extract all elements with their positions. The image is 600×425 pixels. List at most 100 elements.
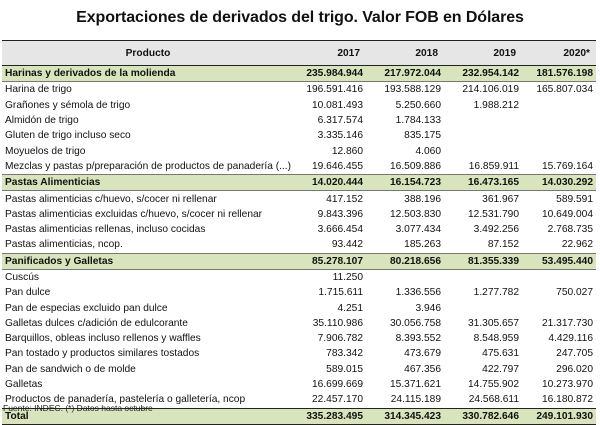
- value-2017-cell: 1.715.611: [318, 287, 363, 299]
- value-2018-cell: 388.196: [404, 193, 441, 205]
- value-2017-cell: 9.843.396: [317, 208, 363, 220]
- table-row: Pastas alimenticias excluidas c/huevo, s…: [2, 207, 596, 222]
- value-2019-cell: [444, 143, 522, 158]
- value-2018-cell: [366, 269, 444, 285]
- value-2017-cell: 196.591.416: [306, 84, 363, 96]
- table-row: Pan de especias excluido pan dulce 4.251 3…: [2, 300, 596, 315]
- value-2019-cell: 14.755.902: [468, 379, 519, 391]
- value-2017-cell: 589.015: [326, 363, 363, 375]
- value-2018-cell: 30.056.758: [390, 317, 441, 329]
- value-2020-cell: 4.429.116: [548, 333, 593, 345]
- value-2017-cell: 10.081.493: [312, 99, 363, 111]
- value-2018-cell: 12.503.830: [390, 208, 441, 220]
- product-cell: Pan tostado y productos similares tostad…: [5, 348, 200, 360]
- value-2019-cell: 31.305.657: [468, 317, 519, 329]
- table-row: Grañones y sémola de trigo 10.081.493 5.25…: [2, 98, 596, 113]
- value-2020-cell: 165.807.034: [536, 84, 593, 96]
- column-header-2020: 2020*: [522, 40, 596, 66]
- table-header-row: Producto 2017 2018 2019 2020*: [2, 40, 596, 66]
- value-2018-cell: 16.154.723: [366, 174, 444, 192]
- group-row: Pastas Alimenticias 14.020.444 16.154.723 1…: [2, 174, 596, 192]
- value-2018-cell: 16.509.886: [390, 160, 441, 172]
- table-body: Harinas y derivados de la molienda 235.98…: [2, 64, 596, 425]
- value-2020-cell: 589.591: [556, 193, 593, 205]
- value-2017-cell: 16.699.669: [312, 379, 363, 391]
- value-2020-cell: [522, 113, 596, 128]
- table-row: Galletas dulces c/adición de edulcorante…: [2, 316, 596, 331]
- table-row: Barquillos, obleas incluso rellenos y wa…: [2, 331, 596, 346]
- value-2017-cell: 335.283.495: [294, 407, 366, 425]
- value-2020-cell: 750.027: [556, 287, 593, 299]
- value-2019-cell: 3.492.256: [473, 224, 519, 236]
- product-cell: Cuscús: [5, 272, 39, 283]
- table-row: Almidón de trigo 6.317.574 1.784.133: [2, 113, 596, 128]
- source-note: Fuente: INDEC. (*) Datos hasta octubre: [3, 403, 153, 413]
- value-2018-cell: 835.175: [404, 130, 441, 142]
- value-2018-cell: 217.972.044: [366, 64, 444, 83]
- value-2020-cell: [522, 300, 596, 315]
- product-cell: Pastas Alimenticias: [2, 174, 294, 192]
- product-cell: Pastas alimenticias, ncop.: [5, 239, 123, 251]
- value-2019-cell: 16.473.165: [444, 174, 522, 192]
- value-2020-cell: [522, 128, 596, 143]
- value-2018-cell: 80.218.656: [366, 252, 444, 270]
- value-2017-cell: 7.906.782: [317, 333, 363, 345]
- value-2020-cell: 181.576.198: [522, 64, 596, 83]
- value-2020-cell: 14.030.292: [522, 174, 596, 192]
- product-cell: Moyuelos de trigo: [5, 145, 86, 157]
- value-2017-cell: 11.250: [332, 272, 363, 283]
- product-cell: Panificados y Galletas: [2, 252, 294, 270]
- value-2017-cell: 6.317.574: [317, 115, 363, 127]
- value-2020-cell: 249.101.930: [522, 407, 596, 425]
- column-header-2019: 2019: [444, 40, 522, 66]
- table-row: Cuscús 11.250: [2, 269, 596, 285]
- value-2019-cell: 475.631: [482, 348, 519, 360]
- value-2017-cell: 14.020.444: [294, 174, 366, 192]
- value-2019-cell: 81.355.339: [444, 252, 522, 270]
- column-header-2018: 2018: [366, 40, 444, 66]
- value-2018-cell: 15.371.621: [390, 379, 441, 391]
- value-2019-cell: 1.277.782: [473, 287, 519, 299]
- value-2018-cell: 193.588.129: [384, 84, 441, 96]
- value-2020-cell: 10.273.970: [542, 379, 593, 391]
- product-cell: Gluten de trigo incluso seco: [5, 130, 131, 142]
- value-2018-cell: 314.345.423: [366, 407, 444, 425]
- value-2019-cell: 87.152: [487, 239, 519, 251]
- value-2020-cell: [522, 269, 596, 285]
- table-title: Exportaciones de derivados del trigo. Va…: [76, 9, 524, 26]
- value-2019-cell: 16.859.911: [468, 160, 519, 172]
- value-2018-cell: 8.393.552: [395, 333, 441, 345]
- value-2017-cell: 35.110.986: [312, 317, 363, 329]
- product-cell: Barquillos, obleas incluso rellenos y wa…: [5, 333, 201, 345]
- product-cell: Harinas y derivados de la molienda: [2, 64, 294, 83]
- table-row: Productos de panadería, pastelería o gal…: [2, 392, 596, 408]
- product-cell: Almidón de trigo: [5, 115, 79, 127]
- value-2019-cell: [444, 128, 522, 143]
- value-2019-cell: 1.988.212: [473, 99, 519, 111]
- table-row: Harina de trigo 196.591.416 193.588.129 214…: [2, 82, 596, 98]
- value-2019-cell: 12.531.790: [468, 208, 519, 220]
- table-row: Pastas alimenticias rellenas, incluso co…: [2, 222, 596, 237]
- value-2019-cell: [444, 300, 522, 315]
- table-row: Pastas alimenticias c/huevo, s/cocer ni …: [2, 191, 596, 207]
- value-2017-cell: 85.278.107: [294, 252, 366, 270]
- value-2020-cell: [522, 143, 596, 158]
- value-2019-cell: 8.548.959: [473, 333, 519, 345]
- value-2019-cell: [444, 113, 522, 128]
- value-2017-cell: 3.335.146: [317, 130, 363, 142]
- value-2017-cell: 3.666.454: [317, 224, 363, 236]
- value-2020-cell: [522, 98, 596, 113]
- table-row: Pastas alimenticias, ncop. 93.442 185.263 8…: [2, 237, 596, 253]
- value-2017-cell: 417.152: [326, 193, 363, 205]
- value-2018-cell: 473.679: [404, 348, 441, 360]
- value-2017-cell: 12.860: [331, 145, 363, 157]
- product-cell: Pastas alimenticias c/huevo, s/cocer ni …: [5, 193, 217, 205]
- value-2019-cell: [444, 269, 522, 285]
- value-2018-cell: 1.336.556: [395, 287, 441, 299]
- product-cell: Harina de trigo: [5, 84, 72, 96]
- table-row: Mezclas y pastas p/preparación de produc…: [2, 159, 596, 175]
- group-row: Panificados y Galletas 85.278.107 80.218.6…: [2, 252, 596, 270]
- value-2020-cell: 10.649.004: [542, 208, 593, 220]
- exports-table: Producto 2017 2018 2019 2020* Harinas y …: [2, 40, 596, 425]
- product-cell: Productos de panadería, pastelería o gal…: [5, 394, 246, 406]
